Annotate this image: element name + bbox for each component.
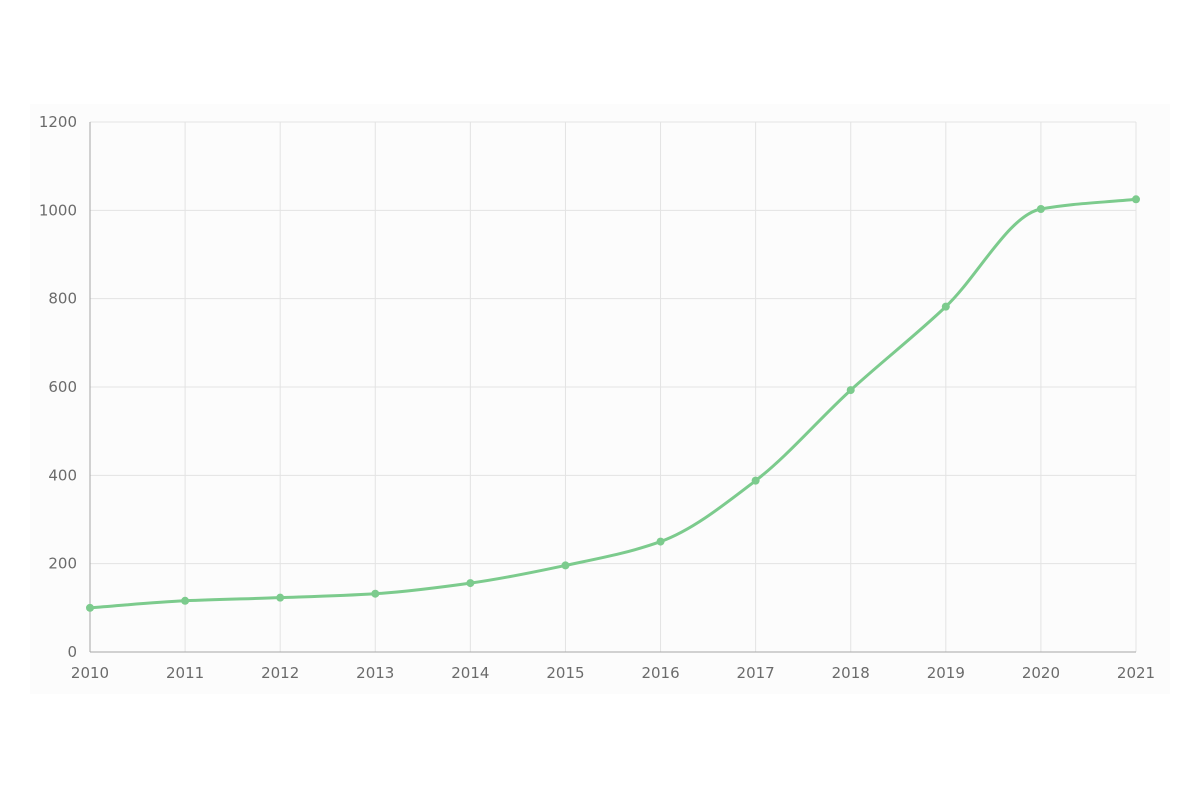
- data-point-2018: [846, 386, 855, 395]
- x-tick-label: 2010: [71, 664, 109, 682]
- data-point-2020: [1036, 205, 1045, 214]
- x-tick-label: 2017: [737, 664, 775, 682]
- x-tick-label: 2020: [1022, 664, 1060, 682]
- x-tick-label: 2011: [166, 664, 204, 682]
- y-tick-label: 200: [48, 555, 77, 573]
- horizontal-gridlines: [90, 121, 1136, 565]
- data-point-2015: [561, 561, 570, 570]
- data-point-2014: [466, 579, 475, 588]
- y-tick-label: 1200: [39, 113, 77, 131]
- x-tick-label: 2018: [832, 664, 870, 682]
- y-tick-label: 1000: [39, 201, 77, 219]
- x-tick-labels: 2010 2011 2012 2013 2014 2015 2016 2017 2018 2019…: [71, 664, 1155, 682]
- data-point-2010: [86, 603, 94, 612]
- data-point-2021: [1132, 195, 1140, 204]
- data-point-2013: [371, 589, 380, 598]
- x-tick-label: 2019: [927, 664, 965, 682]
- x-tick-label: 2013: [356, 664, 394, 682]
- x-tick-label: 2015: [546, 664, 584, 682]
- data-point-2017: [751, 476, 760, 485]
- data-point-2011: [181, 596, 190, 605]
- series-group: [86, 195, 1140, 612]
- y-tick-label: 400: [48, 466, 77, 484]
- x-tick-label: 2016: [641, 664, 679, 682]
- data-point-2019: [941, 302, 950, 311]
- y-tick-label: 800: [48, 290, 77, 308]
- series-line: [88, 197, 1138, 610]
- chart-area: [30, 104, 1170, 694]
- y-tick-label: 600: [48, 378, 77, 396]
- data-point-2012: [276, 593, 285, 602]
- y-tick-label: 0: [67, 643, 77, 661]
- y-tick-labels: 0 200 400 600 800 1000 1200: [39, 113, 77, 661]
- data-point-2016: [656, 537, 665, 546]
- x-tick-label: 2021: [1117, 664, 1155, 682]
- x-tick-label: 2012: [261, 664, 299, 682]
- x-tick-label: 2014: [451, 664, 489, 682]
- axes: [89, 122, 1136, 653]
